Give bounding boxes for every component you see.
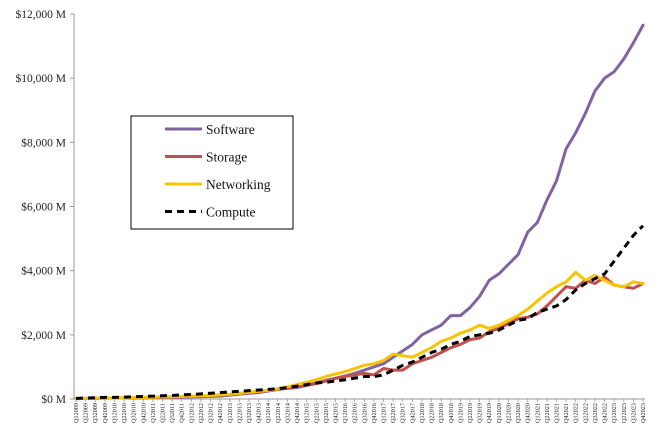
x-tick-label: Q32019	[477, 403, 484, 423]
x-tick-label: Q42010	[140, 403, 147, 423]
x-tick-label: Q42023	[640, 403, 647, 423]
legend-label-compute: Compute	[206, 205, 256, 220]
x-tick-label: Q22011	[159, 403, 166, 423]
x-tick-label: Q42013	[256, 403, 263, 423]
x-tick-label: Q12011	[150, 403, 157, 423]
series-lines	[74, 23, 645, 401]
x-tick-label: Q32016	[361, 403, 368, 423]
x-tick-label: Q32010	[131, 403, 138, 423]
x-tick-label: Q42016	[371, 403, 378, 423]
x-tick-label: Q12015	[304, 403, 311, 423]
x-tick-label: Q12012	[188, 403, 195, 423]
x-tick-label: Q32011	[169, 403, 176, 423]
x-tick-label: Q22013	[236, 403, 243, 423]
x-tick-label: Q12017	[381, 403, 388, 423]
x-tick-label: Q12021	[534, 403, 541, 423]
x-tick-label: Q22009	[83, 403, 90, 423]
x-tick-label: Q32009	[92, 403, 99, 423]
x-tick-label: Q42019	[486, 403, 493, 423]
x-tick-label: Q42015	[332, 403, 339, 423]
x-tick-label: Q22016	[352, 403, 359, 423]
series-line-storage	[74, 275, 645, 401]
x-tick-label: Q12020	[496, 403, 503, 423]
x-tick-label: Q32013	[246, 403, 253, 423]
x-tick-label: Q12018	[419, 403, 426, 423]
x-tick-label: Q12022	[573, 403, 580, 423]
y-axis-ticks: $0 M $2,000 M $4,000 M $6,000 M $8,000 M $10,…	[16, 8, 74, 406]
x-tick-label: Q12016	[342, 403, 349, 423]
x-tick-label: Q22022	[582, 403, 589, 423]
x-tick-label: Q12009	[73, 403, 80, 423]
legend-label-networking: Networking	[206, 177, 271, 192]
x-tick-label: Q32023	[630, 403, 637, 423]
x-tick-label: Q42018	[448, 403, 455, 423]
x-tick-label: Q32022	[592, 403, 599, 423]
series-line-networking	[74, 270, 645, 401]
legend: Software Storage Networking Compute	[130, 115, 294, 230]
x-tick-label: Q42017	[409, 403, 416, 423]
x-tick-label: Q32017	[400, 403, 407, 423]
x-tick-label: Q32021	[554, 403, 561, 423]
x-tick-label: Q32014	[284, 403, 291, 423]
y-tick-label: $8,000 M	[21, 136, 66, 149]
x-tick-label: Q42020	[525, 403, 532, 423]
x-tick-label: Q32018	[438, 403, 445, 423]
x-tick-label: Q22018	[429, 403, 436, 423]
x-tick-label: Q12010	[111, 403, 118, 423]
legend-box	[130, 115, 294, 230]
legend-label-storage: Storage	[206, 150, 247, 165]
x-tick-label: Q12013	[227, 403, 234, 423]
x-tick-label: Q42021	[563, 403, 570, 423]
x-tick-label: Q12014	[265, 403, 272, 423]
x-tick-label: Q22020	[505, 403, 512, 423]
x-tick-label: Q42009	[102, 403, 109, 423]
x-tick-label: Q12019	[457, 403, 464, 423]
x-tick-label: Q22017	[390, 403, 397, 423]
y-tick-label: $2,000 M	[21, 329, 66, 342]
legend-label-software: Software	[206, 122, 255, 137]
x-axis-ticks: Q12009 Q22009 Q32009 Q42009 Q12010 Q22010 Q320…	[73, 399, 647, 423]
x-tick-label: Q42022	[602, 403, 609, 423]
x-tick-label: Q22019	[467, 403, 474, 423]
x-tick-label: Q22021	[544, 403, 551, 423]
y-tick-label: $10,000 M	[16, 72, 66, 85]
y-tick-label: $6,000 M	[21, 201, 66, 214]
x-tick-label: Q42011	[179, 403, 186, 423]
x-tick-label: Q32020	[515, 403, 522, 423]
x-tick-label: Q42012	[217, 403, 224, 423]
x-tick-label: Q22010	[121, 403, 128, 423]
x-tick-label: Q42014	[294, 403, 301, 423]
x-tick-label: Q22023	[621, 403, 628, 423]
x-tick-label: Q22015	[313, 403, 320, 423]
x-tick-label: Q12023	[611, 403, 618, 423]
y-tick-label: $4,000 M	[21, 265, 66, 278]
y-tick-label: $12,000 M	[16, 8, 66, 21]
x-tick-label: Q22014	[275, 403, 282, 423]
x-tick-label: Q32012	[208, 403, 215, 423]
x-tick-label: Q22012	[198, 403, 205, 423]
y-tick-label: $0 M	[41, 393, 66, 406]
x-tick-label: Q32015	[323, 403, 330, 423]
